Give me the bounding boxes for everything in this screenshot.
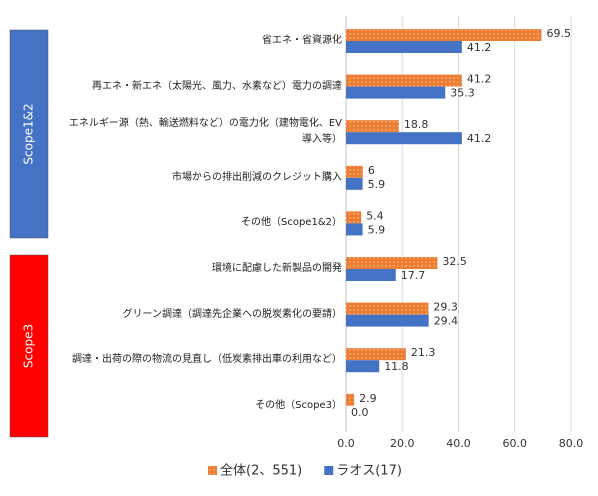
legend-label: ラオス(17) [336, 464, 402, 479]
bar [346, 165, 363, 178]
bar [346, 302, 429, 315]
bar [346, 257, 438, 269]
value-label: 29.3 [433, 301, 458, 314]
bar [346, 177, 363, 190]
category-label: その他（Scope1&2） [241, 217, 342, 229]
x-tick-label: 40.0 [446, 437, 471, 450]
value-label: 11.8 [384, 360, 409, 373]
bar [346, 269, 396, 281]
category-label: エネルギー源（熱、輸送燃料など）の電力化（建物電化、EV導入等） [68, 118, 342, 146]
group-box [9, 254, 49, 438]
legend-swatch [208, 466, 217, 475]
bar [346, 314, 429, 327]
legend-label: 全体(2、551) [220, 463, 302, 479]
value-label: 35.3 [450, 87, 475, 100]
bar [346, 348, 406, 361]
value-label: 17.7 [401, 269, 426, 282]
bar [346, 223, 363, 236]
category-label: 調達・出荷の際の物流の見直し（低炭素排出車の利用など） [72, 354, 342, 366]
bar [346, 29, 542, 41]
group-box [9, 29, 49, 239]
category-label: グリーン調達（調達先企業への脱炭素化の要請） [122, 308, 343, 320]
x-tick-label: 80.0 [559, 437, 584, 450]
bar [346, 86, 446, 99]
value-label: 69.5 [546, 27, 571, 40]
category-label: 再エネ・新エネ（太陽光、風力、水素など）電力の調達 [92, 80, 342, 92]
category-label: その他（Scope3） [255, 399, 342, 411]
value-label: 41.2 [467, 73, 492, 86]
category-label: 環境に配慮した新製品の開発 [212, 263, 342, 274]
value-label: 32.5 [442, 255, 467, 268]
x-tick-label: 60.0 [503, 437, 528, 450]
x-tick-label: 0.0 [337, 437, 355, 450]
value-label: 21.3 [411, 346, 436, 359]
group-label: Scope3 [22, 324, 36, 368]
bar [346, 132, 462, 145]
x-tick-label: 20.0 [390, 437, 415, 450]
bar [346, 120, 399, 133]
bar [346, 393, 355, 406]
legend-swatch [324, 466, 334, 475]
value-label: 5.4 [366, 209, 384, 222]
value-label: 6 [368, 164, 375, 177]
value-label: 5.9 [368, 223, 386, 236]
bar [346, 41, 462, 53]
bar [346, 211, 362, 224]
value-label: 2.9 [359, 392, 377, 405]
value-label: 18.8 [404, 118, 429, 131]
value-label: 41.2 [467, 132, 492, 145]
bar [346, 74, 462, 87]
value-label: 5.9 [368, 178, 386, 191]
category-label: 省エネ・省資源化 [262, 35, 342, 46]
value-label: 41.2 [467, 41, 492, 54]
value-label: 0.0 [351, 406, 369, 419]
category-label: 市場からの排出削減のクレジット購入 [172, 171, 342, 183]
group-label: Scope1&2 [22, 103, 36, 164]
bar [346, 360, 380, 373]
value-label: 29.4 [434, 315, 459, 328]
